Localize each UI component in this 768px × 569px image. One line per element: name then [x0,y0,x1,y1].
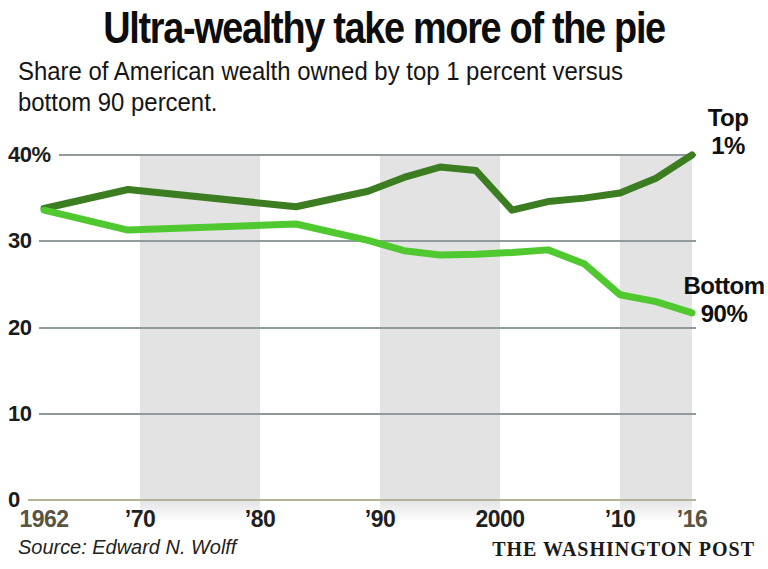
x-axis-tick-label: ’16 [677,506,707,533]
x-axis-tick-label: ’70 [125,506,155,533]
series-label-bottom-90-percent: Bottom 90% [678,272,768,328]
series-line-top-1-percent [44,155,692,210]
source-credit: Source: Edward N. Wolff [18,535,236,559]
washington-post-logotype: THE WASHINGTON POST [492,538,755,561]
x-axis-tick-label: 2000 [475,506,524,533]
series-label-top-line2: 1% [696,132,760,160]
x-axis-tick-label: 1962 [19,506,68,533]
wealth-share-line-chart: 40%30201001962’70’80’902000’10’16 [0,0,768,569]
series-label-top-line1: Top [696,104,760,132]
x-axis-tick-label: ’80 [245,506,275,533]
x-axis-tick-label: ’10 [605,506,635,533]
series-line-bottom-90-percent [44,210,692,313]
series-label-bottom-line1: Bottom [678,272,768,300]
x-axis-tick-label: ’90 [365,506,395,533]
plot-lines [0,0,768,569]
series-label-bottom-line2: 90% [678,300,768,328]
series-label-top-1-percent: Top 1% [696,104,760,160]
